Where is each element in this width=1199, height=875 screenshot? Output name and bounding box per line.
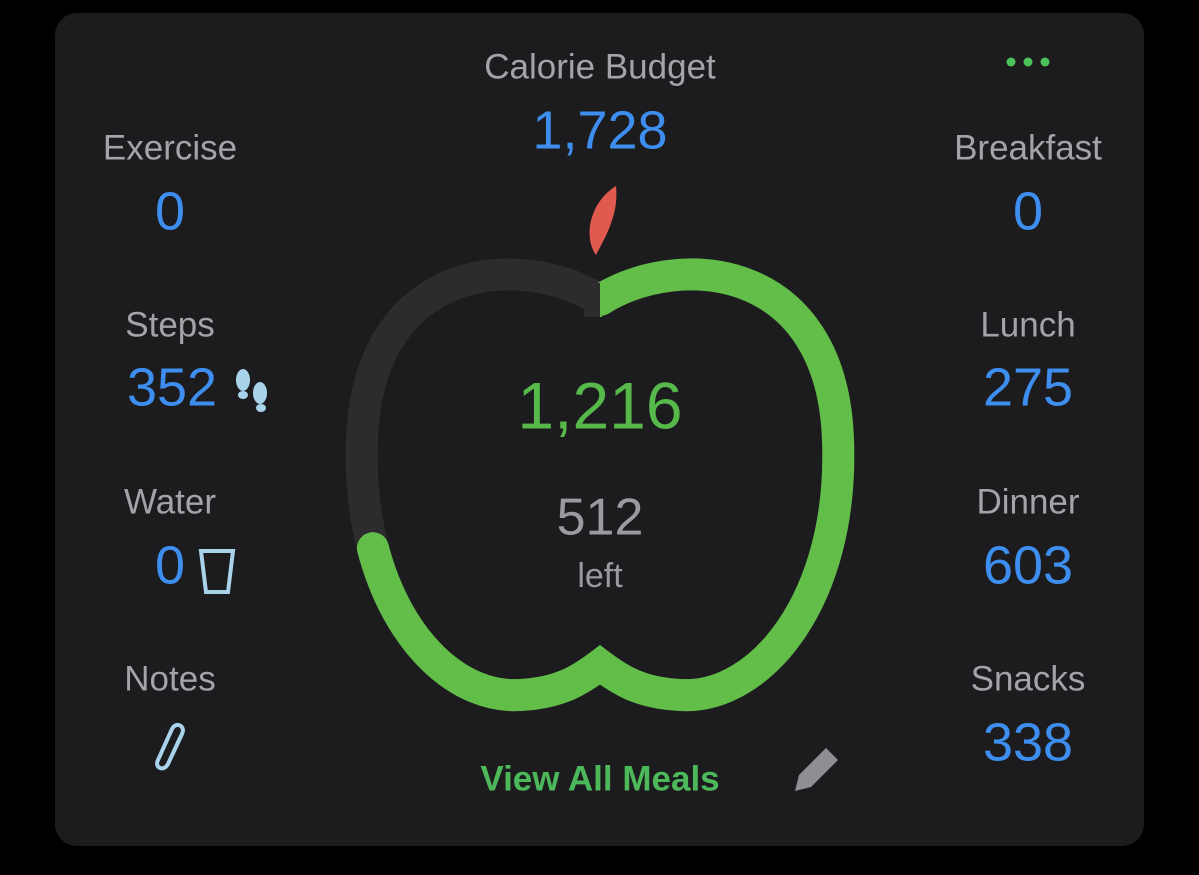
consumed-value: 1,216: [517, 368, 682, 442]
ring-progress: [345, 258, 855, 712]
remaining-label: left: [577, 557, 623, 595]
stat-label: Exercise: [103, 128, 237, 167]
steps-icon: [236, 369, 267, 412]
remaining-value: 512: [557, 489, 644, 547]
ring-notch-edge: [600, 283, 602, 317]
stat-value[interactable]: 352: [127, 357, 217, 417]
stat-value[interactable]: 0: [1013, 181, 1043, 241]
stat-label: Breakfast: [954, 128, 1102, 167]
stat-label: Water: [124, 482, 216, 521]
stat-value[interactable]: 603: [983, 535, 1073, 595]
stat-label: Notes: [124, 659, 215, 698]
stat-value[interactable]: 0: [155, 535, 185, 595]
view-all-meals[interactable]: View All Meals: [480, 759, 719, 798]
stat-label: Dinner: [976, 482, 1079, 521]
budget-title: Calorie Budget: [484, 47, 716, 86]
apple-leaf: [589, 186, 617, 255]
stat-value[interactable]: 338: [983, 712, 1073, 772]
stat-label: Snacks: [971, 659, 1086, 698]
stat-value[interactable]: 275: [983, 357, 1073, 417]
card: [55, 13, 1144, 846]
edit-button[interactable]: [795, 748, 838, 791]
budget-value[interactable]: 1,728: [532, 100, 667, 160]
stat-value[interactable]: 0: [155, 181, 185, 241]
stat-label: Lunch: [980, 305, 1075, 344]
ring-notch: [584, 283, 600, 317]
more-button[interactable]: [1006, 57, 1050, 67]
notes-icon[interactable]: [155, 722, 185, 771]
water-icon[interactable]: [198, 549, 236, 594]
stat-label: Steps: [125, 305, 215, 344]
